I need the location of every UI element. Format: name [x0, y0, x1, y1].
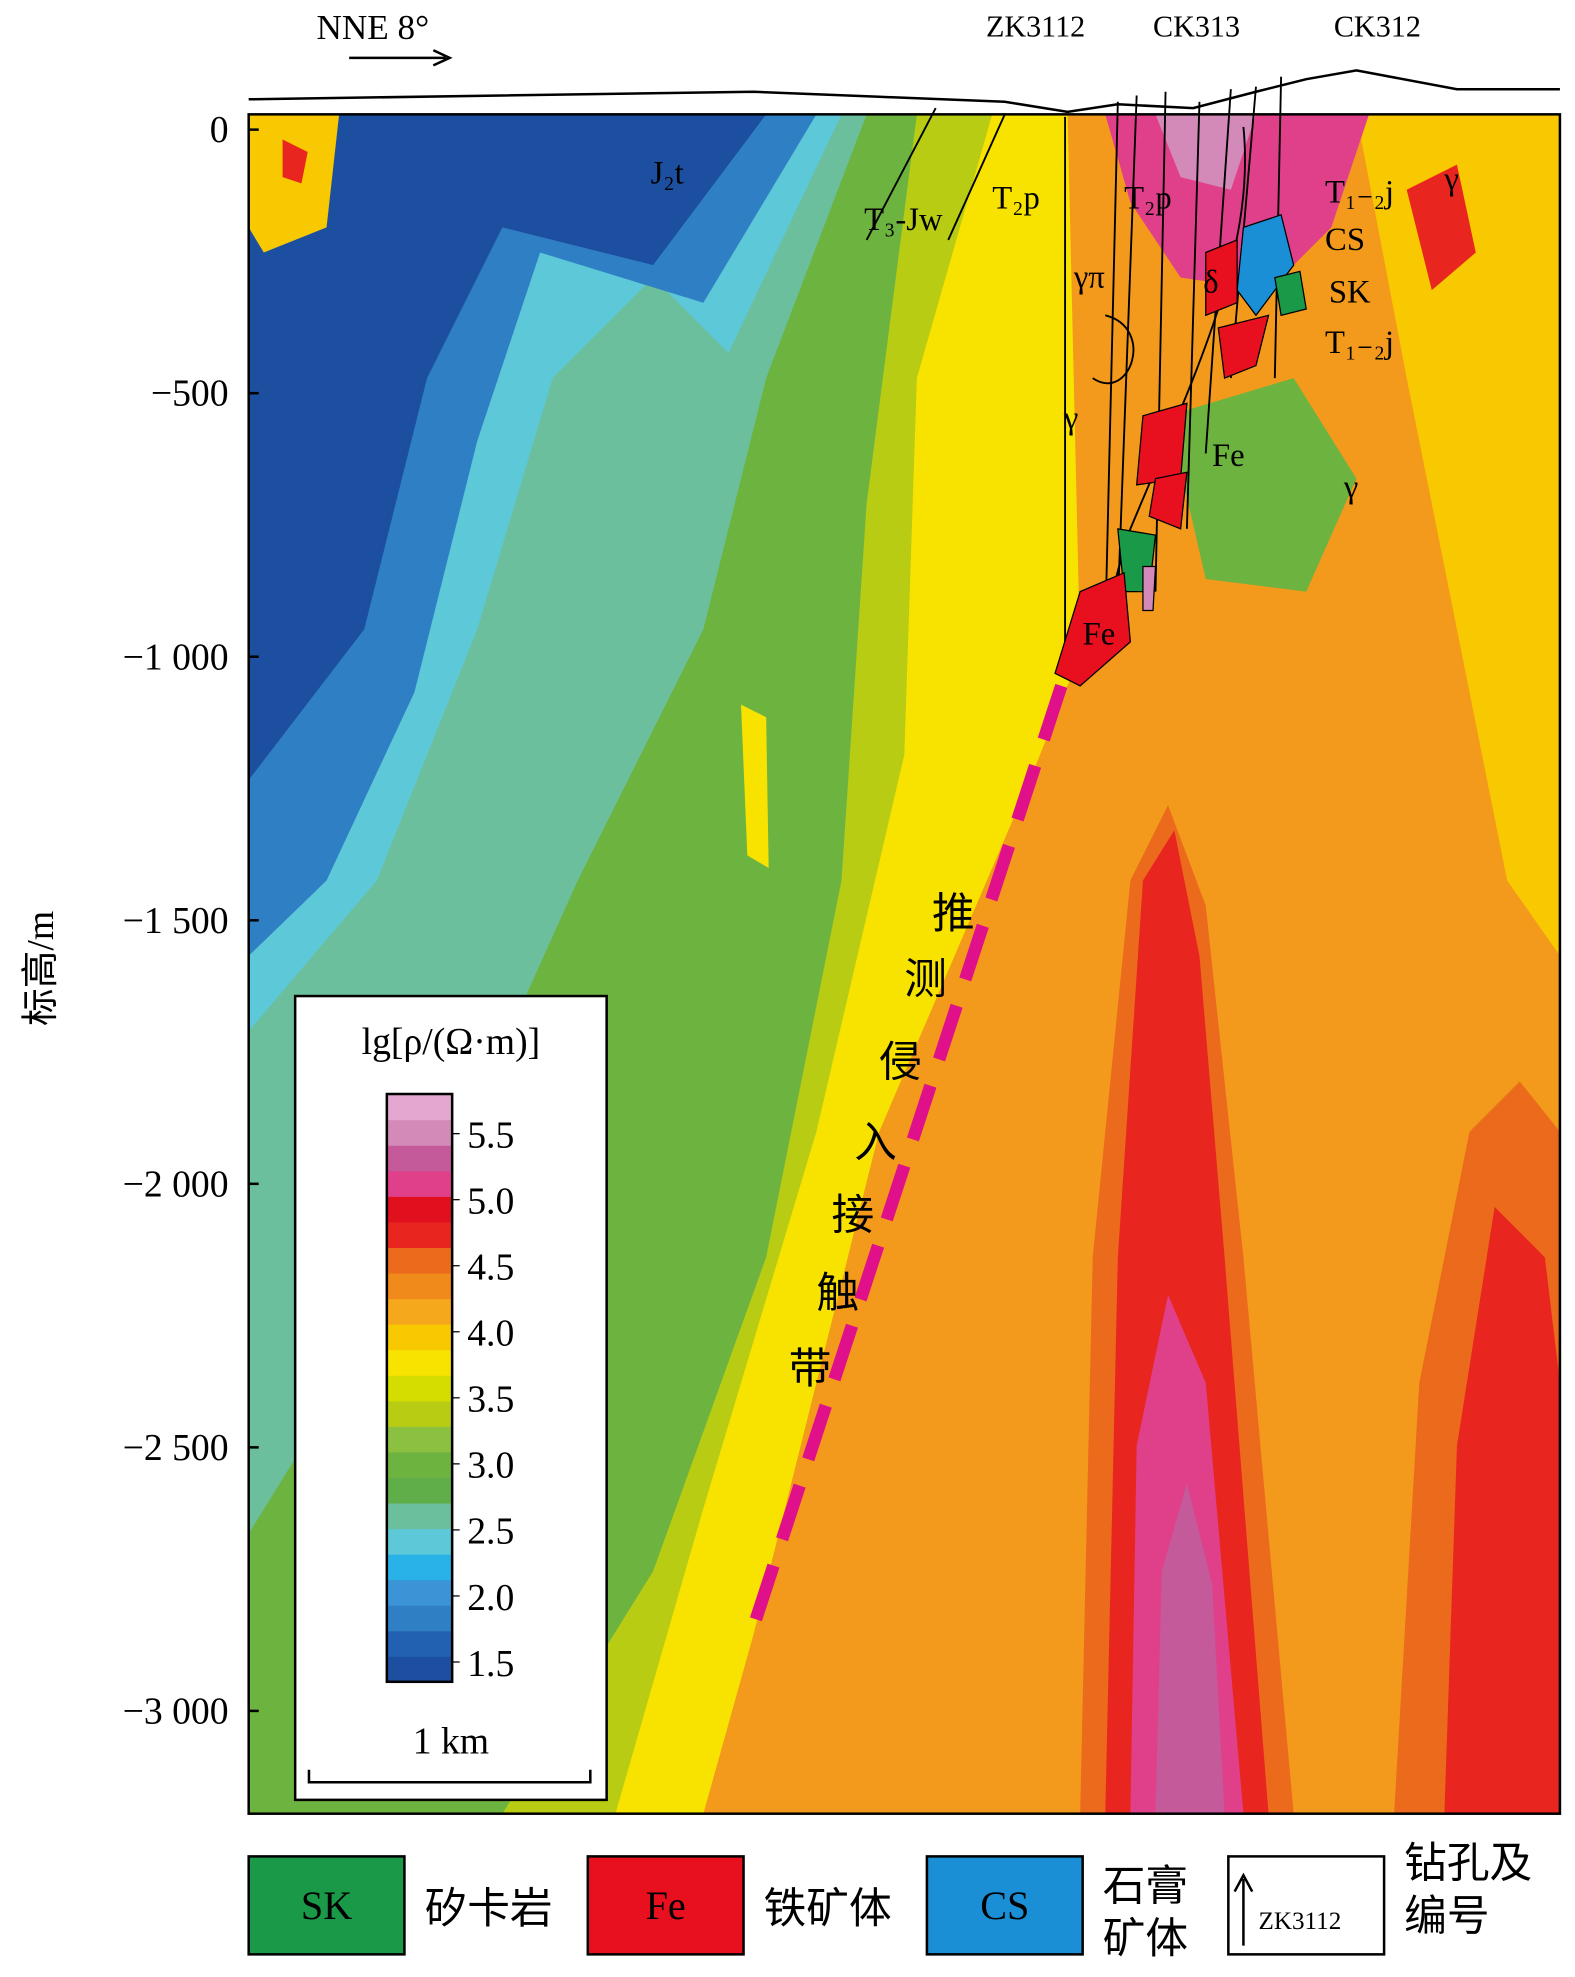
colorbar-band — [386, 1349, 453, 1376]
colorbar-band — [386, 1247, 453, 1274]
ore-bodies — [1054, 214, 1307, 687]
legend: SK 矽卡岩 Fe 铁矿体 CS 石膏矿体 ZK3112 钻孔及编号 — [247, 1841, 1532, 1963]
colorbar: 1.5 2.0 2.5 3.0 3.5 4.0 4.5 5.0 5.5 — [385, 1092, 514, 1685]
legend-code: Fe — [646, 1883, 686, 1928]
colorbar-tick-label: 2.5 — [467, 1511, 514, 1553]
colorbar-title: lg[ρ/(Ω·m)] — [362, 1021, 541, 1063]
colorbar-tick-label: 5.0 — [467, 1181, 514, 1223]
colorbar-band — [386, 1094, 453, 1121]
contact-char: 测 — [904, 957, 947, 1004]
colorbar-band — [386, 1145, 453, 1172]
stratum-label: T₃-Jw — [864, 202, 943, 238]
colorbar-band — [386, 1554, 453, 1581]
y-axis-label: 标高/m — [20, 911, 62, 1026]
intrusion-label: γ — [1063, 400, 1078, 436]
colorbar-band — [386, 1630, 453, 1657]
stratum-label: J₂t — [651, 155, 684, 191]
legend-swatch — [247, 1855, 406, 1956]
colorbar-band — [386, 1272, 453, 1300]
y-tick-label: −2 500 — [123, 1427, 229, 1469]
colorbar-tick-label: 4.0 — [467, 1313, 514, 1355]
borehole-label: CK313 — [1153, 9, 1240, 43]
stratum-label: T₂p — [992, 181, 1040, 217]
ore-label: SK — [1329, 275, 1371, 311]
colorbar-band — [386, 1605, 453, 1632]
contact-char: 接 — [831, 1193, 874, 1240]
intrusion-label: γ — [1443, 162, 1458, 198]
scale-bar-label: 1 km — [413, 1720, 489, 1762]
y-tick-label: 0 — [210, 109, 229, 151]
legend-text: 钻孔及编号 — [1404, 1841, 1532, 1941]
scale-bar — [307, 1769, 592, 1784]
stratum-label: T₁₋₂j — [1325, 325, 1394, 361]
direction: NNE 8° — [317, 8, 430, 47]
y-tick-label: −1 500 — [123, 900, 229, 942]
direction-arrow — [349, 49, 453, 67]
colorbar-band — [386, 1221, 453, 1248]
contact-char: 侵 — [879, 1039, 922, 1086]
legend-swatch — [586, 1855, 745, 1956]
colorbar-tick-label: 3.0 — [467, 1445, 514, 1487]
contact-char: 触 — [816, 1271, 859, 1318]
ore-label: Fe — [1083, 616, 1116, 652]
colorbar-tick-label: 2.0 — [467, 1577, 514, 1619]
plot-frame — [247, 113, 1562, 1815]
legend-text: 铁矿体 — [764, 1886, 892, 1933]
stratum-label: T₁₋₂j — [1325, 174, 1394, 210]
colorbar-band — [386, 1196, 453, 1223]
borehole-label: CK312 — [1334, 9, 1421, 43]
colorbar-band — [386, 1656, 453, 1683]
contact-char: 入 — [854, 1120, 897, 1167]
y-tick-label: −3 000 — [123, 1690, 229, 1732]
intrusion-label: δ — [1203, 265, 1218, 301]
intrusion-label: γπ — [1073, 260, 1105, 296]
geology-labels: J₂t T₃-Jw T₂p T₂p T₁₋₂j CS SK T₁₋₂j γπ γ… — [651, 155, 1459, 652]
stratum-label: T₂p — [1124, 181, 1172, 217]
y-tick-label: −2 000 — [123, 1163, 229, 1205]
ore-label: CS — [1325, 222, 1365, 258]
legend-swatch — [1227, 1855, 1386, 1956]
colorbar-band — [386, 1502, 453, 1530]
colorbar-tick-label: 5.5 — [467, 1114, 514, 1156]
colorbar-band — [386, 1528, 453, 1555]
borehole-label: ZK3112 — [986, 9, 1085, 43]
ore-label: Fe — [1212, 438, 1245, 474]
y-tick-label: −1 000 — [123, 636, 229, 678]
topography — [248, 69, 1560, 114]
legend-text: 矽卡岩 — [425, 1886, 553, 1933]
colorbar-band — [386, 1170, 453, 1197]
contact-char: 带 — [789, 1346, 832, 1393]
legend-code: CS — [980, 1883, 1029, 1928]
colorbar-tick-label: 4.5 — [467, 1247, 514, 1289]
colorbar-band — [386, 1400, 453, 1427]
legend-code: ZK3112 — [1258, 1908, 1341, 1935]
colorbar-tick-label: 1.5 — [467, 1643, 514, 1685]
colorbar-tick-label: 3.5 — [467, 1379, 514, 1421]
y-tick-label: −500 — [151, 373, 229, 415]
colorbar-band — [386, 1426, 453, 1453]
legend-swatch — [925, 1855, 1084, 1956]
legend-code: SK — [301, 1883, 352, 1928]
colorbar-band — [386, 1119, 453, 1146]
intrusion-label: γ — [1343, 469, 1358, 505]
colorbar-band — [386, 1324, 453, 1351]
colorbar-band — [386, 1579, 453, 1606]
colorbar-frame — [385, 1092, 454, 1684]
colorbar-band — [386, 1451, 453, 1478]
colorbar-band — [386, 1298, 453, 1325]
colorbar-band — [386, 1375, 453, 1402]
legend-text: 石膏矿体 — [1103, 1862, 1188, 1963]
colorbar-band — [386, 1477, 453, 1504]
legend-arrow — [1233, 1872, 1254, 1946]
contact-char: 推 — [932, 891, 975, 938]
